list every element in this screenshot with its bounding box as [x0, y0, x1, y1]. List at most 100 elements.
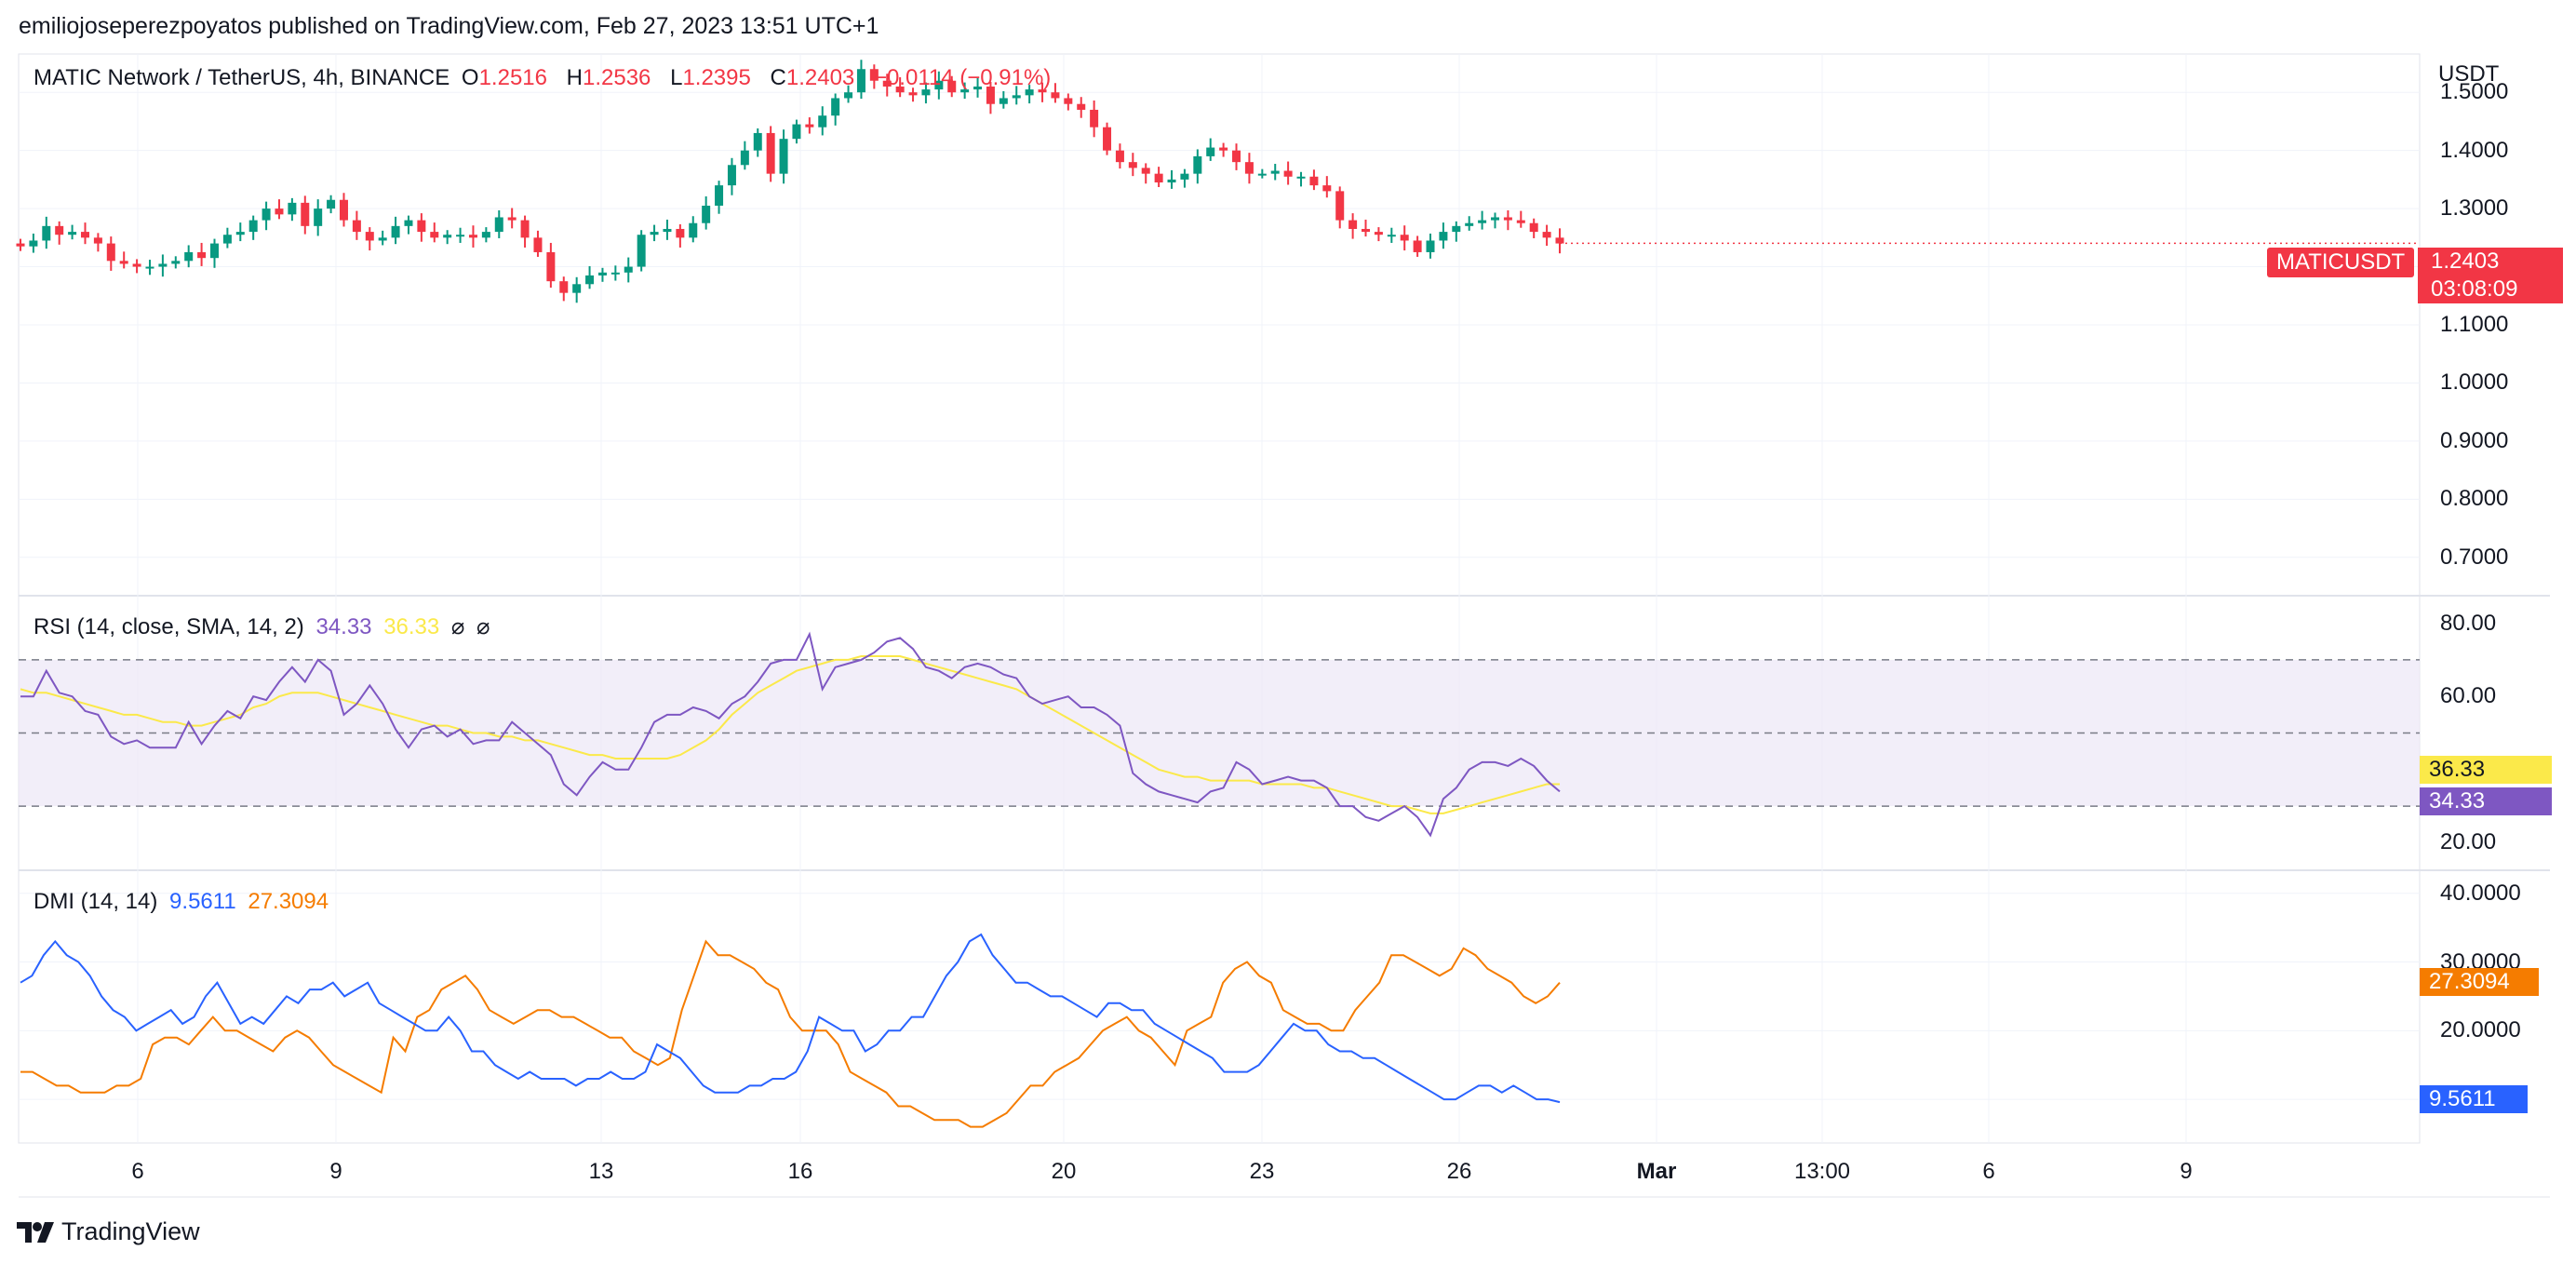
candle	[999, 98, 1008, 104]
candle	[572, 284, 582, 293]
time-tick: 16	[787, 1159, 813, 1184]
candle	[288, 202, 297, 215]
candle	[494, 217, 503, 233]
time-tick: 6	[1982, 1159, 1995, 1184]
candle	[792, 124, 801, 140]
candle	[1232, 150, 1241, 163]
candle	[1051, 92, 1060, 99]
candle	[715, 185, 724, 206]
candle	[895, 86, 905, 93]
candle	[934, 80, 944, 90]
candle	[1270, 170, 1280, 174]
candle	[68, 232, 77, 235]
candle	[378, 237, 387, 241]
candle	[158, 263, 168, 267]
candle	[365, 232, 374, 241]
candle	[1478, 220, 1487, 223]
candle	[1362, 228, 1371, 233]
candle	[882, 80, 892, 87]
candle	[16, 243, 25, 247]
time-tick: 9	[2180, 1159, 2193, 1184]
candle	[844, 92, 853, 99]
ohlc-open-label: O	[461, 65, 479, 90]
candle	[1257, 173, 1267, 176]
candle	[960, 89, 970, 93]
candle	[339, 199, 348, 221]
minus-di-line	[20, 939, 1561, 1128]
rsi-na-icon: ⌀	[450, 614, 465, 639]
candle	[689, 222, 698, 238]
candle	[740, 150, 749, 166]
candle	[197, 251, 207, 259]
candle	[610, 272, 620, 275]
candle	[1038, 89, 1047, 93]
candle	[1542, 232, 1551, 238]
candle	[1296, 176, 1306, 179]
candle	[145, 266, 154, 269]
candle	[1413, 240, 1422, 252]
tradingview-logo-icon	[17, 1221, 54, 1243]
candle	[119, 261, 128, 264]
candle	[1348, 220, 1358, 229]
candle	[404, 220, 413, 226]
candle	[869, 69, 879, 81]
rsi-title: RSI (14, close, SMA, 14, 2)	[34, 614, 304, 639]
symbol-badge[interactable]: MATICUSDT	[2267, 248, 2415, 277]
ohlc-low: 1.2395	[682, 65, 751, 90]
candle	[650, 232, 659, 235]
candle	[1167, 179, 1176, 183]
rsi-sma-value: 36.33	[383, 614, 440, 639]
candle	[779, 139, 788, 174]
candle	[1465, 222, 1474, 226]
last-price-badge: 1.2403 03:08:09	[2418, 248, 2563, 303]
dmi-tick: 20.0000	[2440, 1017, 2521, 1043]
dmi-legend[interactable]: DMI (14, 14) 9.5611 27.3094	[34, 889, 334, 915]
candle	[1400, 235, 1409, 241]
candle	[1439, 232, 1448, 241]
ohlc-close-label: C	[770, 65, 786, 90]
chart-frame	[18, 53, 2421, 1144]
candle	[1374, 232, 1383, 235]
dmi-plus-value: 9.5611	[169, 889, 236, 914]
ohlc-change: −0.0114 (−0.91%)	[873, 65, 1052, 90]
candle	[597, 272, 607, 276]
rsi-tick: 80.00	[2440, 610, 2497, 636]
candle	[1193, 155, 1202, 174]
candle	[275, 208, 284, 215]
candle	[1283, 170, 1293, 177]
bar-countdown: 03:08:09	[2431, 276, 2518, 302]
last-price: 1.2403	[2431, 249, 2500, 274]
minus-di-badge: 27.3094	[2420, 968, 2539, 996]
candles	[16, 60, 2420, 303]
candle	[456, 235, 465, 237]
candle	[520, 220, 530, 238]
candle	[1244, 162, 1254, 174]
dmi-title: DMI (14, 14)	[34, 889, 158, 914]
candle	[818, 115, 827, 128]
candle	[507, 217, 517, 221]
published-caption: emiliojoseperezpoyatos published on Trad…	[19, 13, 879, 39]
candle	[132, 263, 141, 267]
candle	[222, 235, 232, 244]
candle	[1090, 109, 1099, 128]
rsi-na-icon-2: ⌀	[476, 614, 490, 639]
candle	[481, 232, 490, 238]
rsi-legend[interactable]: RSI (14, close, SMA, 14, 2) 34.33 36.33 …	[34, 613, 496, 640]
price-tick: 1.5000	[2440, 79, 2509, 105]
candle	[209, 243, 219, 259]
candle	[184, 251, 194, 262]
candle	[559, 281, 569, 293]
candle	[42, 225, 51, 241]
candle	[1335, 191, 1345, 221]
candle	[1503, 217, 1512, 221]
rsi-tick: 20.00	[2440, 829, 2497, 855]
tradingview-logo[interactable]: TradingView	[17, 1217, 200, 1246]
time-tick: 23	[1249, 1159, 1275, 1184]
price-tick: 1.3000	[2440, 195, 2509, 222]
ohlc-close: 1.2403	[785, 65, 855, 90]
symbol-title[interactable]: MATIC Network / TetherUS, 4h, BINANCE	[34, 65, 450, 90]
time-tick: 13	[588, 1159, 614, 1184]
candle	[93, 237, 102, 244]
candle	[947, 80, 957, 93]
